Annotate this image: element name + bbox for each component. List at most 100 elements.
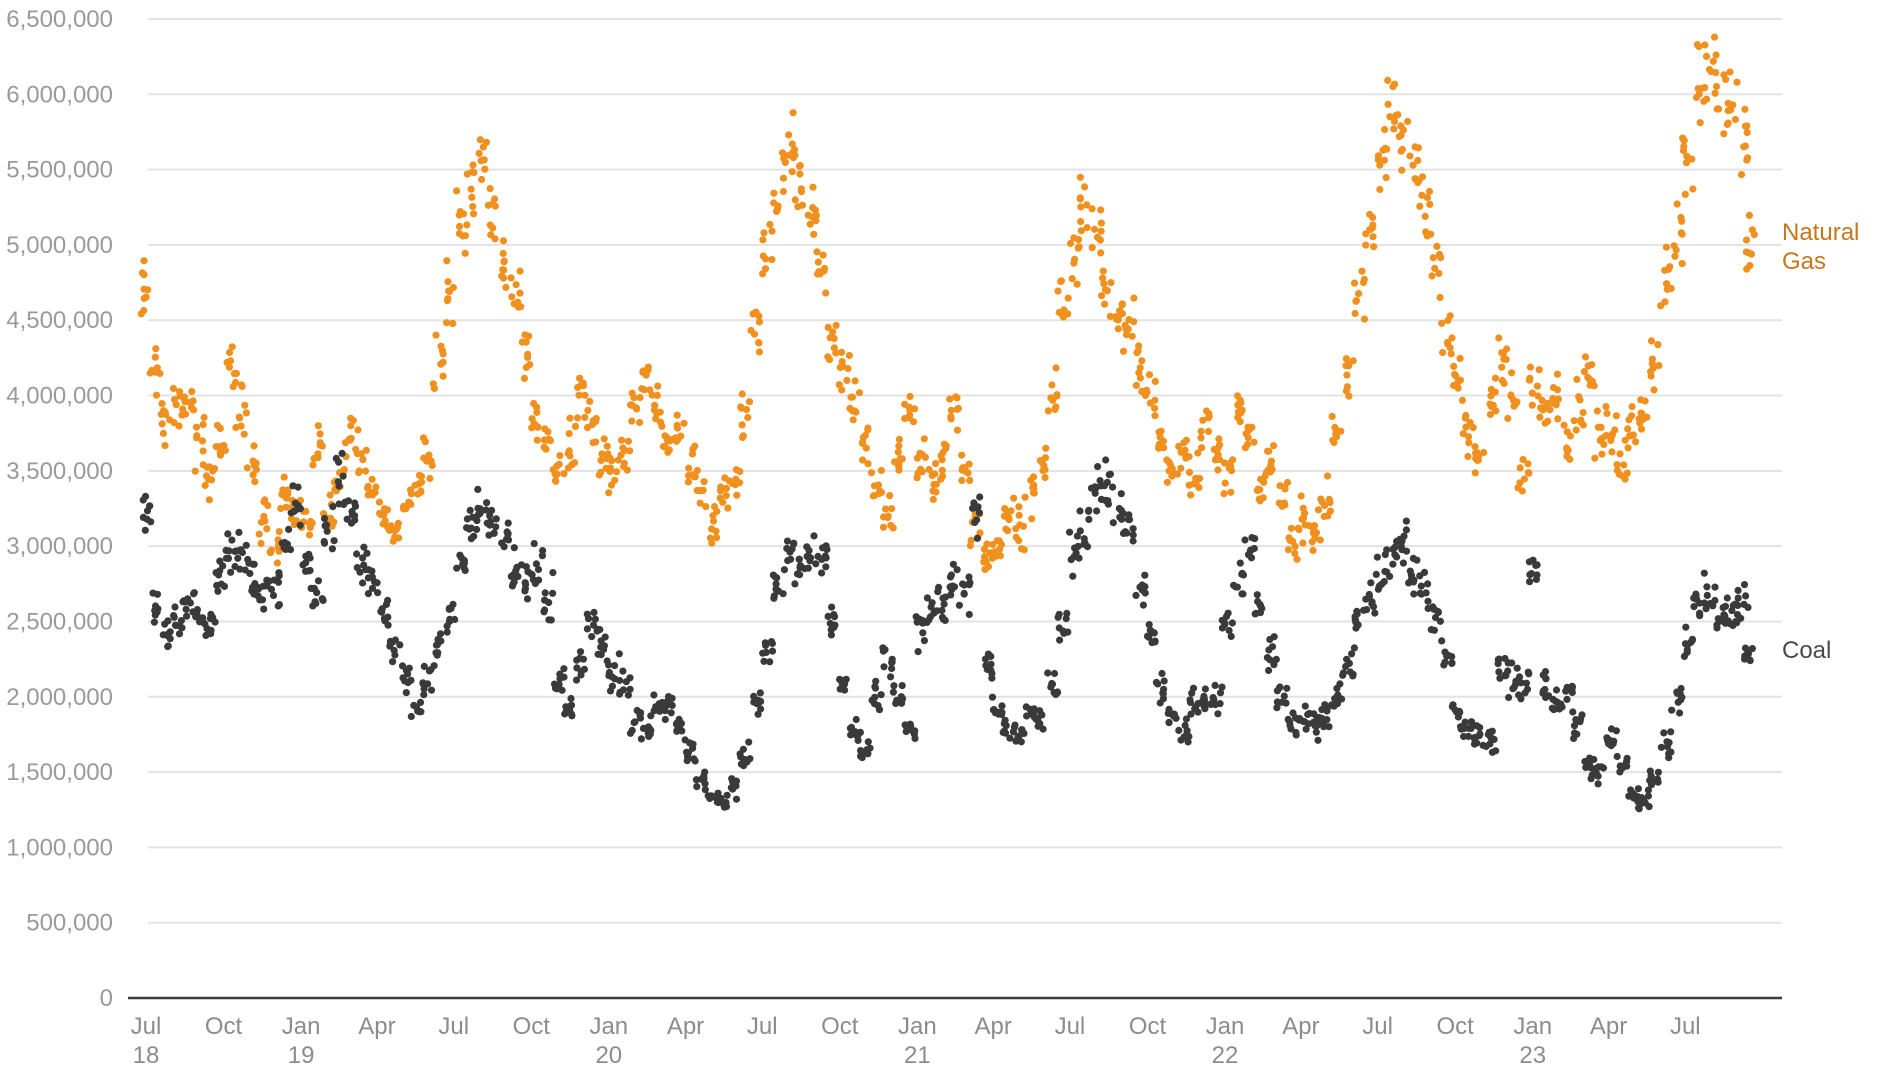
data-point [572,676,581,684]
data-point [1076,527,1084,535]
data-point [1222,612,1231,621]
data-point [556,452,564,460]
data-point [1409,161,1417,169]
data-point [242,541,250,549]
data-point [1130,294,1138,302]
data-point [348,507,356,516]
series-label: Coal [1782,637,1831,664]
data-point [1266,656,1274,664]
data-point [200,413,208,422]
data-point [688,450,697,458]
data-point [1487,385,1495,393]
x-tick-label: Jul [747,1013,778,1040]
data-point [504,535,512,543]
data-point [1425,187,1434,196]
data-point [1342,662,1350,671]
data-point [1464,732,1473,741]
series-label: Gas [1782,248,1826,275]
data-point [1473,456,1482,464]
data-point [1667,284,1675,292]
data-point [1156,699,1164,707]
data-point [989,541,997,549]
data-point [1594,772,1602,780]
data-point [901,400,909,408]
data-point [530,540,538,548]
data-point [590,608,598,617]
data-point [486,518,495,526]
data-point [1575,393,1583,401]
data-point [1352,297,1360,305]
data-point [1299,504,1307,512]
data-point [768,227,776,235]
data-point [796,571,804,579]
data-point [772,585,780,593]
data-point [1682,159,1691,167]
data-point [1449,701,1457,709]
data-point [906,392,914,401]
data-point [1436,617,1444,625]
data-point [151,353,159,361]
y-tick-label: 1,500,000 [6,759,113,786]
data-point [579,379,587,387]
data-point [1402,517,1410,525]
data-point [1021,493,1029,501]
data-point [1421,212,1429,220]
data-point [892,699,900,708]
data-point [499,249,507,258]
data-point [991,552,1000,560]
data-point [1099,274,1107,282]
data-point [1369,213,1377,221]
data-point [1132,591,1140,600]
data-point [1689,185,1697,193]
data-point [1468,718,1476,726]
data-point [1456,376,1464,384]
data-point [1516,464,1524,472]
data-point [1460,724,1468,733]
data-point [846,404,854,412]
data-point [906,720,914,728]
data-point [1151,396,1159,404]
data-point [949,560,958,568]
data-point [618,436,626,444]
data-point [326,491,334,499]
data-point [577,671,585,679]
data-point [565,430,573,438]
data-point [683,757,691,765]
data-point [947,591,955,599]
data-point [1389,83,1397,91]
data-point [1744,603,1752,612]
data-point [150,618,158,626]
data-point [356,568,364,576]
data-point [1160,677,1168,685]
data-point [692,776,701,784]
data-point [1287,524,1295,532]
data-point [151,602,160,610]
data-point [1416,572,1424,580]
data-point [847,393,855,401]
x-tick-label: Apr [1590,1013,1627,1040]
data-point [591,615,599,623]
data-point [1702,52,1711,61]
data-point [661,715,669,724]
data-point [867,469,876,477]
data-point [684,478,693,486]
data-point [420,685,428,693]
data-point [1358,267,1366,275]
data-point [1027,476,1035,484]
data-point [1181,446,1189,454]
data-point [159,429,167,437]
data-point [470,210,478,218]
data-point [601,633,609,641]
data-point [1552,397,1560,405]
data-point [1141,391,1150,399]
data-point [781,158,790,166]
data-point [1613,466,1621,475]
data-point [810,230,818,238]
data-point [770,189,778,197]
data-point [425,667,434,675]
data-point [1236,559,1244,567]
data-point [1182,436,1190,444]
data-point [836,363,845,371]
data-point [1331,423,1339,431]
